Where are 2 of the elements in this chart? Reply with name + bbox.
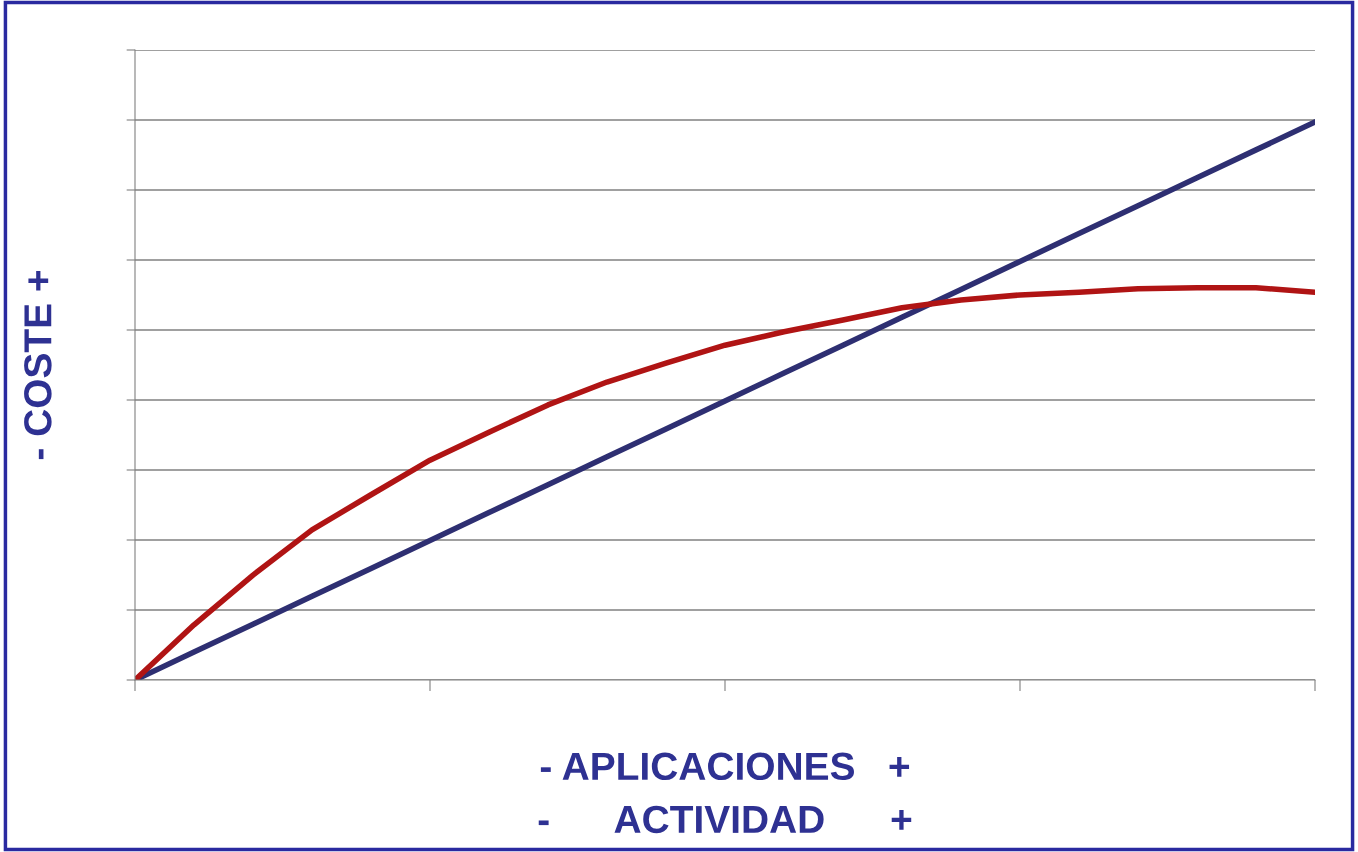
x-axis-title: - APLICACIONES + - ACTIVIDAD +: [538, 752, 912, 834]
y-axis-title: - COSTE +: [24, 270, 52, 460]
